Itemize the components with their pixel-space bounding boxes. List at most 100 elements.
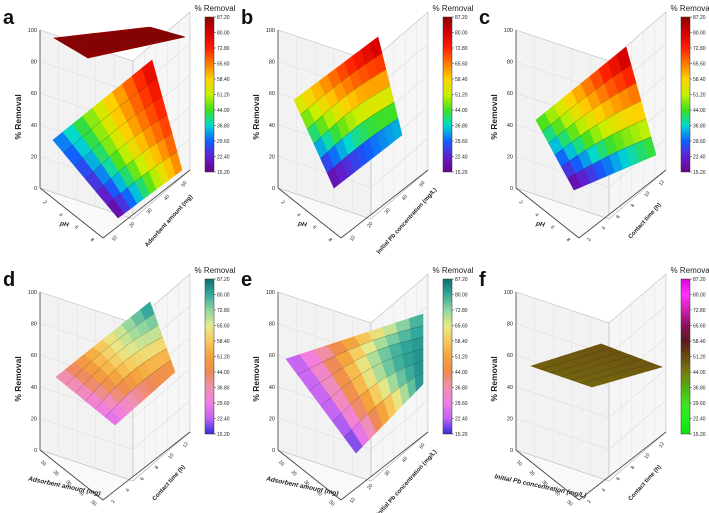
x-tick-label: 12 <box>182 441 190 449</box>
contour-line <box>107 151 178 206</box>
y-tick-label: 10 <box>39 459 47 467</box>
z-tick-label: 20 <box>269 154 275 160</box>
colorbar-tick-label: 44.00 <box>693 108 706 114</box>
y-axis-title: pH <box>58 220 69 229</box>
colorbar-tick-label: 22.40 <box>693 155 706 161</box>
z-tick-label: 80 <box>269 60 275 66</box>
contour-line <box>561 118 647 167</box>
colorbar-tick-label: 72.80 <box>693 308 706 314</box>
z-tick-label: 80 <box>507 322 513 328</box>
y-axis-line <box>39 187 104 239</box>
y-tick-label: 30 <box>64 479 72 487</box>
z-tick-label: 60 <box>507 91 513 97</box>
x-axis-line <box>102 431 191 501</box>
x-tick-label: 10 <box>167 452 175 460</box>
contour-line <box>581 362 652 384</box>
y-tick-label: 8 <box>565 237 572 243</box>
contour-line <box>327 118 399 174</box>
colorbar <box>442 16 453 173</box>
surface-cell <box>414 371 424 392</box>
surface-lower-surface <box>52 59 183 219</box>
x-tick-label: 2 <box>586 237 593 243</box>
colorbar-tick-label: 58.40 <box>217 339 230 345</box>
colorbar-tick-label: 29.60 <box>217 401 230 407</box>
colorbar-tick-label: 15.20 <box>455 170 468 176</box>
back-wall-left <box>515 291 610 482</box>
y-tick-label: 20 <box>528 469 536 477</box>
colorbar-tick-label: 58.40 <box>693 339 706 345</box>
colorbar-tick-label: 29.60 <box>455 139 468 145</box>
z-tick-label: 20 <box>269 416 275 422</box>
contour-line <box>85 114 168 180</box>
colorbar-title: % Removal <box>671 266 709 275</box>
z-tick-label: 20 <box>31 154 37 160</box>
x-tick-label: 10 <box>349 234 357 242</box>
contour-line <box>59 28 156 42</box>
z-axis-title: % Removal <box>489 356 499 401</box>
y-tick-label: 6 <box>549 225 556 231</box>
x-tick-label: 8 <box>630 203 637 209</box>
surface-cell <box>642 136 657 159</box>
contour-line <box>300 53 383 115</box>
colorbar-tick-label: 22.40 <box>693 417 706 423</box>
x-tick-label: 10 <box>643 190 651 198</box>
panel-letter: e <box>241 269 252 291</box>
y-tick-label: 40 <box>553 489 561 497</box>
colorbar-tick-label: 36.80 <box>455 386 468 392</box>
contour-line <box>571 359 642 381</box>
colorbar-tick-label: 36.80 <box>693 124 706 130</box>
colorbar-tick-label: 15.20 <box>693 170 706 176</box>
z-tick-label: 100 <box>266 290 275 296</box>
z-tick-label: 40 <box>31 385 37 391</box>
contour-line <box>95 348 167 410</box>
colorbar <box>442 278 453 435</box>
x-tick-label: 30 <box>384 207 392 215</box>
colorbar-tick-label: 72.80 <box>217 46 230 52</box>
colorbar-tick-label: 36.80 <box>217 124 230 130</box>
x-tick-label: 8 <box>154 465 161 471</box>
panel-e: 0 20 40 60 80 100 10 20 30 40 50 10 20 30 40 50 % Remova… <box>241 266 474 513</box>
x-tick-label: 4 <box>601 225 608 231</box>
y-tick-label: 4 <box>295 212 302 218</box>
colorbar-tick-label: 87.20 <box>455 15 468 21</box>
z-tick-label: 20 <box>507 154 513 160</box>
z-tick-label: 80 <box>269 322 275 328</box>
y-tick-label: 30 <box>302 479 310 487</box>
contour-line <box>548 82 637 144</box>
colorbar-tick-label: 58.40 <box>693 77 706 83</box>
y-tick-label: 4 <box>533 212 540 218</box>
y-tick-label: 50 <box>327 499 335 507</box>
contour-line <box>75 325 159 394</box>
contour-line <box>561 355 632 377</box>
z-tick-label: 40 <box>507 385 513 391</box>
panel-letter: a <box>3 7 15 29</box>
x-tick-label: 4 <box>125 487 132 493</box>
colorbar-tick-label: 29.60 <box>693 139 706 145</box>
x-tick-label: 20 <box>366 483 374 491</box>
colorbar-tick-label: 44.00 <box>217 108 230 114</box>
contour-line <box>76 33 174 52</box>
colorbar-tick-label: 80.00 <box>693 31 706 37</box>
y-axis-line <box>277 449 342 501</box>
x-tick-label: 10 <box>111 234 119 242</box>
colorbar-tick-label: 51.20 <box>455 93 468 99</box>
colorbar-tick-label: 65.60 <box>217 324 230 330</box>
colorbar-tick-label: 72.80 <box>693 46 706 52</box>
y-tick-label: 50 <box>565 499 573 507</box>
z-tick-label: 80 <box>31 60 37 66</box>
y-tick-label: 10 <box>515 459 523 467</box>
colorbar-tick-label: 87.20 <box>217 15 230 21</box>
contour-line <box>65 313 155 386</box>
colorbar <box>680 16 691 173</box>
colorbar-tick-label: 51.20 <box>693 93 706 99</box>
z-tick-label: 100 <box>504 28 513 34</box>
contour-line <box>307 69 387 130</box>
z-tick-label: 60 <box>269 353 275 359</box>
colorbar-tick-label: 65.60 <box>217 62 230 68</box>
z-axis-title: % Removal <box>251 94 261 139</box>
z-tick-label: 100 <box>504 290 513 296</box>
